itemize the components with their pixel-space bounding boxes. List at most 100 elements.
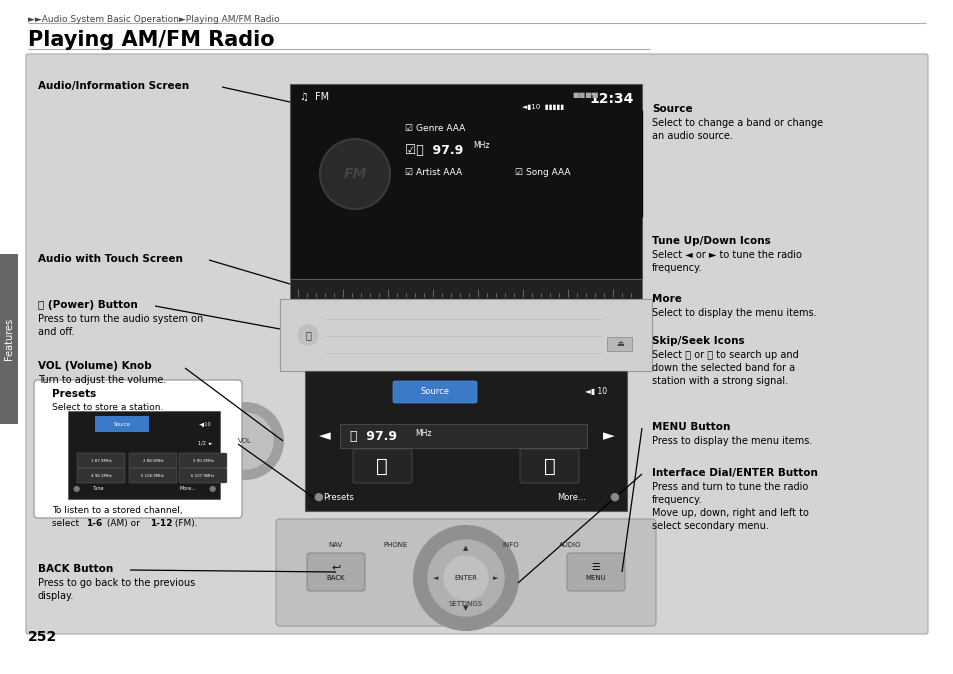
FancyBboxPatch shape [307, 553, 365, 591]
Text: To listen to a stored channel,: To listen to a stored channel, [52, 506, 182, 515]
Text: ⏻: ⏻ [305, 330, 311, 340]
Text: Press and turn to tune the radio: Press and turn to tune the radio [651, 482, 807, 492]
FancyBboxPatch shape [129, 468, 177, 483]
Text: BACK Button: BACK Button [38, 564, 113, 574]
Circle shape [216, 413, 273, 469]
Circle shape [428, 540, 503, 616]
Text: 1 87.9MHz: 1 87.9MHz [91, 459, 112, 463]
Text: Presets: Presets [323, 493, 354, 501]
Text: ▲: ▲ [463, 545, 468, 551]
Bar [68, 411, 220, 499]
Text: Press to turn the audio system on: Press to turn the audio system on [38, 314, 203, 324]
Circle shape [319, 139, 390, 209]
Text: ◄▮10  ▮▮▮▮▮: ◄▮10 ▮▮▮▮▮ [521, 104, 563, 110]
FancyBboxPatch shape [129, 453, 177, 468]
FancyBboxPatch shape [34, 380, 242, 518]
Text: ●: ● [72, 485, 79, 493]
Text: (AM) or: (AM) or [104, 519, 143, 528]
Text: ↩: ↩ [331, 562, 340, 572]
FancyBboxPatch shape [353, 449, 412, 483]
Text: FM: FM [343, 167, 366, 181]
Text: BACK: BACK [326, 575, 345, 581]
Text: ●: ● [313, 492, 322, 502]
FancyBboxPatch shape [95, 416, 149, 432]
Text: station with a strong signal.: station with a strong signal. [651, 376, 787, 386]
Text: SETTINGS: SETTINGS [449, 601, 482, 607]
Text: Source: Source [113, 421, 131, 427]
Text: 3 90.1MHz: 3 90.1MHz [193, 459, 213, 463]
Text: Select ◄ or ► to tune the radio: Select ◄ or ► to tune the radio [651, 250, 801, 260]
Text: ◄: ◄ [433, 575, 438, 581]
Text: 6 107.9MHz: 6 107.9MHz [192, 474, 214, 478]
Text: More...: More... [179, 487, 196, 491]
Text: 1/2  ►: 1/2 ► [198, 441, 213, 446]
Text: ☰: ☰ [591, 562, 599, 572]
Text: ◄▮ 10: ◄▮ 10 [584, 388, 606, 396]
Text: Features: Features [4, 318, 14, 360]
Text: 12:34: 12:34 [589, 92, 634, 106]
FancyBboxPatch shape [566, 553, 624, 591]
Text: ⏮: ⏮ [375, 456, 388, 475]
Text: ⒨ (Power) Button: ⒨ (Power) Button [38, 300, 137, 310]
Text: Audio with Touch Screen: Audio with Touch Screen [38, 254, 183, 264]
Text: ■■■■: ■■■■ [572, 92, 598, 98]
Text: Press to go back to the previous: Press to go back to the previous [38, 578, 195, 588]
Text: Select to display the menu items.: Select to display the menu items. [651, 308, 816, 318]
Text: ♫  FM: ♫ FM [299, 92, 329, 102]
Text: ☑ⓞ  97.9: ☑ⓞ 97.9 [405, 144, 463, 157]
Text: and off.: and off. [38, 327, 74, 337]
Text: frequency.: frequency. [651, 263, 701, 273]
Text: ●: ● [609, 492, 618, 502]
Text: ▼: ▼ [463, 605, 468, 611]
Text: Select ⏮ or ⏭ to search up and: Select ⏮ or ⏭ to search up and [651, 350, 798, 360]
Text: an audio source.: an audio source. [651, 131, 732, 141]
Text: VOL (Volume) Knob: VOL (Volume) Knob [38, 361, 152, 371]
FancyBboxPatch shape [26, 54, 927, 634]
Text: More: More [651, 294, 681, 304]
Bar [339, 424, 586, 448]
Text: select secondary menu.: select secondary menu. [651, 521, 768, 531]
Text: ⓞ  97.9: ⓞ 97.9 [350, 429, 396, 443]
Text: Select to change a band or change: Select to change a band or change [651, 118, 822, 128]
Circle shape [443, 556, 488, 600]
Text: Playing AM/FM Radio: Playing AM/FM Radio [28, 30, 274, 50]
Text: Source: Source [420, 388, 449, 396]
FancyBboxPatch shape [179, 453, 227, 468]
Text: Skip/Seek Icons: Skip/Seek Icons [651, 336, 744, 346]
Bar [280, 299, 651, 371]
FancyBboxPatch shape [77, 468, 125, 483]
Bar [0, 254, 18, 424]
Text: ●: ● [208, 485, 215, 493]
Text: INFO: INFO [502, 542, 518, 548]
Text: Select to store a station.: Select to store a station. [52, 403, 163, 412]
Text: down the selected band for a: down the selected band for a [651, 363, 794, 373]
Text: MENU: MENU [585, 575, 606, 581]
Text: Audio/Information Screen: Audio/Information Screen [38, 81, 189, 91]
Text: Interface Dial/ENTER Button: Interface Dial/ENTER Button [651, 468, 817, 478]
Text: PHONE: PHONE [383, 542, 407, 548]
Text: Tune Up/Down Icons: Tune Up/Down Icons [651, 236, 770, 246]
Text: 4 98.1MHz: 4 98.1MHz [91, 474, 112, 478]
Text: Source: Source [651, 104, 692, 114]
Text: ☑ Genre AAA: ☑ Genre AAA [405, 124, 465, 133]
FancyBboxPatch shape [275, 519, 656, 626]
Text: MHz: MHz [473, 141, 489, 150]
Text: 1-6: 1-6 [86, 519, 102, 528]
Text: Move up, down, right and left to: Move up, down, right and left to [651, 508, 808, 518]
Bar [606, 337, 631, 351]
Text: ⏏: ⏏ [616, 340, 623, 348]
Text: 5 106.9MHz: 5 106.9MHz [141, 474, 164, 478]
Text: frequency.: frequency. [651, 495, 701, 505]
FancyBboxPatch shape [77, 453, 125, 468]
Text: ►: ► [602, 429, 615, 443]
Bar [290, 279, 641, 299]
Bar [290, 84, 641, 279]
Text: MENU Button: MENU Button [651, 422, 730, 432]
Circle shape [414, 526, 517, 630]
Text: ►: ► [493, 575, 498, 581]
Text: ☑ Song AAA: ☑ Song AAA [515, 168, 570, 177]
Circle shape [207, 403, 283, 479]
Text: ☑ Artist AAA: ☑ Artist AAA [405, 168, 461, 177]
Text: select: select [52, 519, 82, 528]
Text: MHz: MHz [415, 429, 431, 439]
